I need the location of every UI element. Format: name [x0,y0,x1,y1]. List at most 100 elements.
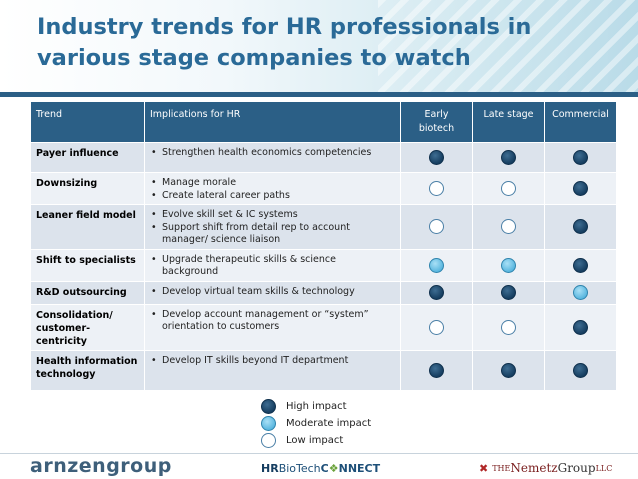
low-impact-dot-icon [501,181,516,196]
logo-right-name: Nemetz [510,461,558,475]
implications-cell: Develop IT skills beyond IT department [144,349,401,391]
table-row: DownsizingManage moraleCreate lateral ca… [30,172,617,205]
implication-item: Develop account management or “system” o… [151,309,395,334]
legend-label-moderate: Moderate impact [286,418,372,429]
commercial-impact-cell [544,280,617,305]
moderate-impact-dot-icon [261,416,276,431]
impact-legend: High impact Moderate impact Low impact [261,398,371,449]
implication-item: Create lateral career paths [151,190,395,203]
late-stage-impact-cell [472,142,545,173]
hrbiotechconnect-logo: HRBioTechC❖NNECT [261,462,380,475]
late-stage-impact-cell [472,204,545,250]
low-impact-dot-icon [429,181,444,196]
implications-cell: Strengthen health economics competencies [144,142,401,173]
high-impact-dot-icon [501,362,516,378]
logo-mid-biotech: BioTech [278,462,321,475]
implications-list: Develop virtual team skills & technology [150,286,395,299]
header-late-stage: Late stage [472,101,545,143]
table-row: Consolidation/ customer-centricityDevelo… [30,303,617,351]
high-impact-dot-icon [501,150,516,165]
slide-title: Industry trends for HR professionals in … [37,14,532,71]
high-impact-dot-icon [573,257,588,273]
trends-table: Trend Implications for HR Early biotech … [30,101,617,391]
low-impact-dot-icon [261,433,276,448]
legend-item-moderate: Moderate impact [261,415,371,432]
high-impact-dot-icon [261,399,276,414]
high-impact-dot-icon [573,219,588,235]
implication-item: Develop IT skills beyond IT department [151,355,395,368]
late-stage-impact-cell [472,303,545,351]
logo-mid-connect-x: ❖ [328,462,339,475]
trend-cell: Payer influence [30,142,145,173]
nemetz-group-logo: ✖ THE Nemetz Group LLC [479,461,612,475]
moderate-impact-dot-icon [501,257,516,273]
implication-item: Strengthen health economics competencies [151,147,395,160]
header-decoration [378,0,638,92]
implications-list: Upgrade therapeutic skills & science bac… [150,254,395,279]
moderate-impact-dot-icon [429,257,444,273]
early-biotech-impact-cell [400,349,473,391]
high-impact-dot-icon [573,362,588,378]
table-body: Payer influence Strengthen health economi… [30,142,617,391]
logo-mid-connect-a: C [320,462,329,475]
table-row: R&D outsourcing Develop virtual team skil… [30,280,617,305]
header-trend: Trend [30,101,145,143]
header-early-biotech: Early biotech [400,101,473,143]
late-stage-impact-cell [472,280,545,305]
trend-cell: Shift to specialists [30,248,145,282]
high-impact-dot-icon [573,181,588,196]
legend-item-high: High impact [261,398,371,415]
low-impact-dot-icon [501,319,516,335]
high-impact-dot-icon [573,319,588,335]
late-stage-impact-cell [472,172,545,205]
commercial-impact-cell [544,204,617,250]
legend-label-high: High impact [286,401,347,412]
commercial-impact-cell [544,303,617,351]
early-biotech-impact-cell [400,204,473,250]
high-impact-dot-icon [573,150,588,165]
implication-item: Develop virtual team skills & technology [151,286,395,299]
moderate-impact-dot-icon [573,285,588,300]
logo-right-the: THE [492,463,511,473]
high-impact-dot-icon [429,362,444,378]
legend-item-low: Low impact [261,432,371,449]
implications-list: Strengthen health economics competencies [150,147,395,160]
late-stage-impact-cell [472,349,545,391]
implications-cell: Develop virtual team skills & technology [144,280,401,305]
low-impact-dot-icon [501,219,516,235]
logo-mid-hr: HR [261,462,279,475]
implications-cell: Manage moraleCreate lateral career paths [144,172,401,205]
high-impact-dot-icon [429,285,444,300]
implications-list: Develop account management or “system” o… [150,309,395,334]
trend-cell: Consolidation/ customer-centricity [30,303,145,351]
implication-item: Support shift from detail rep to account… [151,222,395,247]
logo-right-llc: LLC [595,463,613,473]
trend-cell: Leaner field model [30,204,145,250]
early-biotech-impact-cell [400,142,473,173]
table-row: Health information technology Develop IT … [30,349,617,391]
logo-right-group: Group [557,461,596,475]
implications-list: Evolve skill set & IC systemsSupport shi… [150,209,395,247]
implications-cell: Develop account management or “system” o… [144,303,401,351]
early-biotech-impact-cell [400,280,473,305]
footer-divider [0,453,638,454]
table-row: Shift to specialistsUpgrade therapeutic … [30,248,617,282]
header-commercial: Commercial [544,101,617,143]
low-impact-dot-icon [429,319,444,335]
high-impact-dot-icon [501,285,516,300]
table-row: Payer influence Strengthen health economi… [30,142,617,173]
table-header-row: Trend Implications for HR Early biotech … [30,101,617,143]
trend-cell: Downsizing [30,172,145,205]
logo-mid-connect-b: NNECT [338,462,381,475]
slide-header: Industry trends for HR professionals in … [0,0,638,92]
implications-cell: Upgrade therapeutic skills & science bac… [144,248,401,282]
header-implications: Implications for HR [144,101,401,143]
trend-cell: Health information technology [30,349,145,391]
late-stage-impact-cell [472,248,545,282]
early-biotech-impact-cell [400,172,473,205]
nemetz-mark-icon: ✖ [479,461,489,475]
early-biotech-impact-cell [400,248,473,282]
implications-list: Manage moraleCreate lateral career paths [150,177,395,202]
commercial-impact-cell [544,248,617,282]
legend-label-low: Low impact [286,435,344,446]
